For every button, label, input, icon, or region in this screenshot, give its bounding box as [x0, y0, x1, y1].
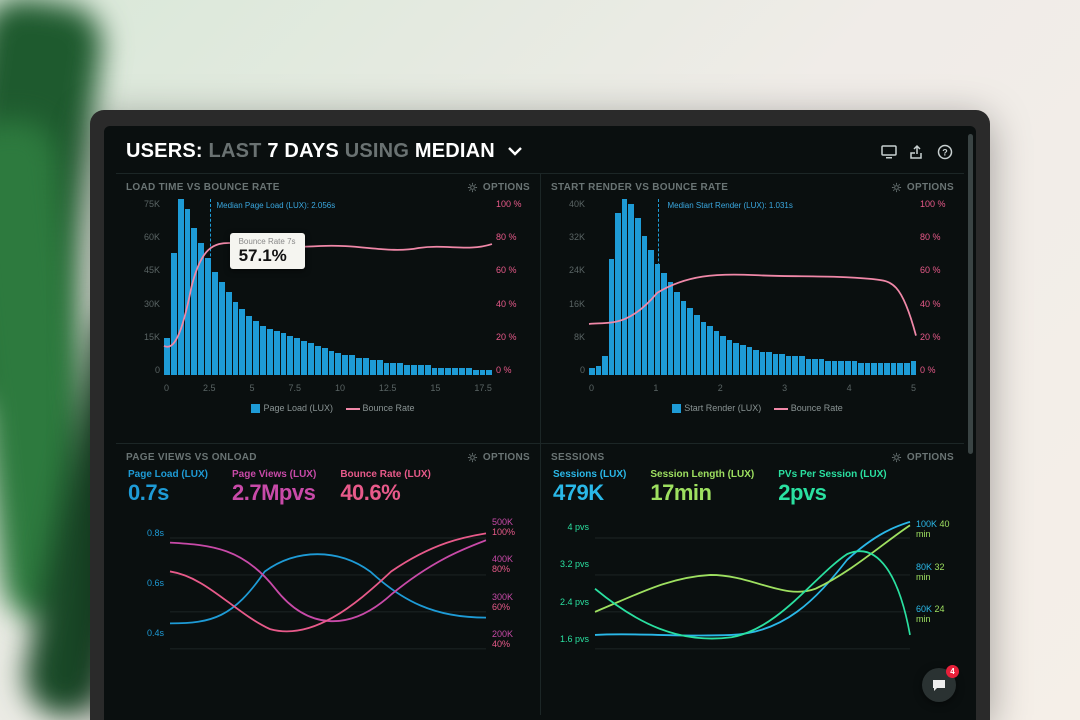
- chevron-down-icon[interactable]: [507, 140, 523, 163]
- help-icon[interactable]: ?: [936, 143, 954, 161]
- share-icon[interactable]: [908, 143, 926, 161]
- metric: Sessions (LUX)479K: [553, 469, 626, 506]
- chart-legend: Page Load (LUX) Bounce Rate: [126, 399, 530, 413]
- panel-title: LOAD TIME VS BOUNCE RATE: [126, 182, 280, 193]
- metric: Bounce Rate (LUX)40.6%: [340, 469, 431, 506]
- metric: Page Load (LUX)0.7s: [128, 469, 208, 506]
- pvs-line: [595, 551, 910, 638]
- metric: Session Length (LUX)17min: [650, 469, 754, 506]
- monitor-icon[interactable]: [880, 143, 898, 161]
- tooltip-value: 57.1%: [239, 247, 296, 266]
- options-button[interactable]: OPTIONS: [891, 182, 954, 193]
- chart-page-views: 0.8s0.6s0.4s 500K 100%400K 80%300K 60%20…: [126, 508, 530, 658]
- panel-title: SESSIONS: [551, 452, 605, 463]
- chart-sessions: 4 pvs3.2 pvs2.4 pvs1.6 pvs 100K 40 min80…: [551, 508, 954, 658]
- title-prefix: USERS:: [126, 140, 203, 162]
- bounce-rate-line: [164, 243, 492, 347]
- metric: PVs Per Session (LUX)2pvs: [778, 469, 886, 506]
- bounce-rate-line: [589, 275, 916, 336]
- options-button[interactable]: OPTIONS: [891, 452, 954, 463]
- title-metric: MEDIAN: [415, 140, 495, 162]
- title-range-dim: LAST: [209, 140, 262, 162]
- panel-load-time: LOAD TIME VS BOUNCE RATE OPTIONS 75K60K4…: [116, 173, 540, 443]
- laptop-frame: USERS: LAST 7 DAYS USING MEDIAN ? LOAD T…: [90, 110, 990, 720]
- dashboard-screen: USERS: LAST 7 DAYS USING MEDIAN ? LOAD T…: [104, 126, 976, 720]
- title-range: 7 DAYS: [267, 140, 339, 162]
- title-using-dim: USING: [345, 140, 409, 162]
- panel-title: PAGE VIEWS VS ONLOAD: [126, 452, 257, 463]
- chart-legend: Start Render (LUX) Bounce Rate: [551, 399, 954, 413]
- svg-text:?: ?: [942, 147, 948, 157]
- tooltip: Bounce Rate 7s 57.1%: [230, 233, 305, 269]
- page-title[interactable]: USERS: LAST 7 DAYS USING MEDIAN: [126, 140, 523, 163]
- panel-page-views: PAGE VIEWS VS ONLOAD OPTIONS Page Load (…: [116, 443, 540, 715]
- panel-title: START RENDER VS BOUNCE RATE: [551, 182, 728, 193]
- chat-button[interactable]: 4: [922, 668, 956, 702]
- page-views-line: [170, 540, 486, 621]
- options-button[interactable]: OPTIONS: [467, 182, 530, 193]
- panel-start-render: START RENDER VS BOUNCE RATE OPTIONS 40K3…: [540, 173, 964, 443]
- metric: Page Views (LUX)2.7Mpvs: [232, 469, 316, 506]
- options-button[interactable]: OPTIONS: [467, 452, 530, 463]
- chart-start-render: 40K32K24K16K8K0 100 %80 %60 %40 %20 %0 %…: [551, 199, 954, 399]
- page-load-line: [170, 554, 486, 623]
- panel-sessions: SESSIONS OPTIONS Sessions (LUX)479K Sessi…: [540, 443, 964, 715]
- chart-load-time: 75K60K45K30K15K0 100 %80 %60 %40 %20 %0 …: [126, 199, 530, 399]
- sessions-line: [595, 522, 910, 636]
- scrollbar[interactable]: [968, 134, 973, 454]
- chat-badge: 4: [946, 665, 959, 678]
